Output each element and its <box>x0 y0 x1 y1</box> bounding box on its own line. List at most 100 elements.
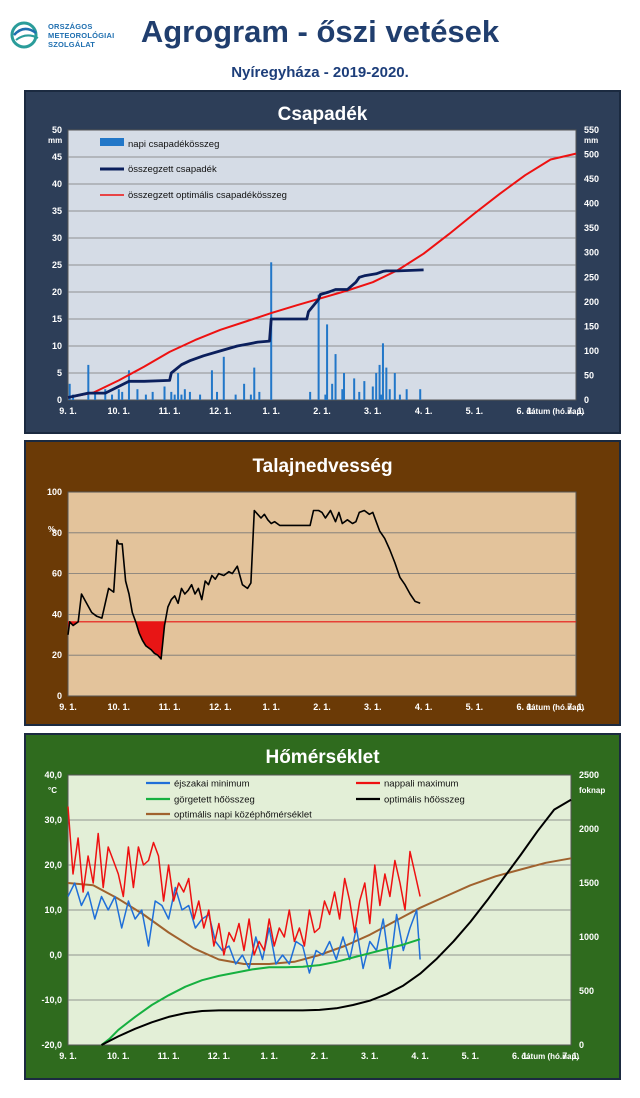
x-tick-label: 12. 1. <box>208 1051 231 1061</box>
x-tick-label: 3. 1. <box>364 406 382 416</box>
x-tick-label: 2. 1. <box>311 1051 329 1061</box>
x-tick-label: 6. 1. <box>516 406 534 416</box>
y2-tick-label: 50 <box>584 370 594 380</box>
y-axis-label: mm <box>48 136 62 145</box>
x-tick-label: 7. 1. <box>567 702 585 712</box>
precip-bar <box>378 364 381 400</box>
y-tick-label: -20,0 <box>41 1040 62 1050</box>
x-tick-label: 10. 1. <box>107 1051 130 1061</box>
y2-tick-label: 500 <box>584 150 599 160</box>
y-tick-label: 0 <box>57 691 62 701</box>
precip-bar <box>375 373 378 400</box>
y2-tick-label: 300 <box>584 248 599 258</box>
precip-bar <box>326 324 329 400</box>
x-tick-label: 10. 1. <box>108 702 131 712</box>
precip-bar <box>144 394 147 400</box>
y2-tick-label: 1500 <box>579 878 599 888</box>
precip-bar <box>381 343 384 400</box>
legend-label: éjszakai minimum <box>174 779 250 790</box>
precip-bar <box>170 391 173 400</box>
precip-bar <box>243 383 246 400</box>
precip-bar <box>117 389 120 400</box>
precip-bar <box>358 391 361 400</box>
omsz-logo: ORSZÁGOS METEOROLÓGIAI SZOLGÁLAT <box>10 20 130 60</box>
legend-label: napi csapadékösszeg <box>128 139 219 150</box>
precip-bar <box>405 389 408 400</box>
y-tick-label: 0,0 <box>49 950 62 960</box>
precip-chart: 0510152025303540455005010015020025030035… <box>48 125 599 416</box>
y-tick-label: 45 <box>52 152 62 162</box>
legend-label: összegzett optimális csapadékösszeg <box>128 190 287 201</box>
x-tick-label: 12. 1. <box>209 406 232 416</box>
precip-bar <box>317 294 320 400</box>
y-tick-label: 10,0 <box>44 905 62 915</box>
x-tick-label: 11. 1. <box>159 702 181 712</box>
precip-bar <box>371 386 374 400</box>
precip-bar <box>94 391 97 400</box>
rolling-heat-sum-line <box>100 938 421 1046</box>
y-tick-label: 30 <box>52 233 62 243</box>
x-axis-label: dátum (hó.nap) <box>526 407 584 416</box>
legend-swatch <box>100 138 124 146</box>
x-tick-label: 9. 1. <box>59 1051 77 1061</box>
precip-bar <box>68 383 71 400</box>
legend-label: optimális napi középhőmérséklet <box>174 810 312 821</box>
y-tick-label: 15 <box>52 314 62 324</box>
x-tick-label: 6. 1. <box>512 1051 530 1061</box>
y-tick-label: 35 <box>52 206 62 216</box>
precip-bar <box>136 389 139 400</box>
y-axis-label: °C <box>48 786 57 795</box>
precip-bar <box>180 394 183 400</box>
precip-bar <box>331 383 334 400</box>
y2-tick-label: 100 <box>584 346 599 356</box>
temp-chart: -20,0 -10,0 0,0 10,0 20,0 30,0 40,0 0 500 1000 150… <box>41 770 605 1061</box>
legend-label: görgetett hőösszeg <box>174 795 255 806</box>
precip-bar <box>234 394 237 400</box>
soil-chart: 0 20 40 60 80 100 9. 1. 10. 1. 11. 1. 12. 1. 1. 1.… <box>47 487 585 712</box>
x-tick-label: 5. 1. <box>466 406 484 416</box>
precip-bar <box>121 391 124 400</box>
precip-bar <box>177 373 180 400</box>
optimal-heat-sum-line <box>101 798 572 1046</box>
precip-bar <box>111 394 114 400</box>
soil-moisture-line <box>67 509 421 660</box>
precip-bar <box>222 356 225 400</box>
y2-tick-label: 0 <box>584 395 589 405</box>
y2-tick-label: 150 <box>584 321 599 331</box>
x-tick-label: 4. 1. <box>411 1051 429 1061</box>
logo-icon <box>10 21 39 49</box>
logo-line: SZOLGÁLAT <box>48 40 96 49</box>
legend-label: optimális hőösszeg <box>384 795 465 806</box>
x-tick-label: 2. 1. <box>313 702 331 712</box>
precip-bar <box>151 391 154 400</box>
x-tick-label: 7. 1. <box>562 1051 580 1061</box>
day-max-line <box>67 806 421 956</box>
precip-bar <box>398 394 401 400</box>
y2-tick-label: 500 <box>579 986 594 996</box>
y-tick-label: 20,0 <box>44 860 62 870</box>
night-min-line <box>67 882 421 974</box>
x-tick-label: 9. 1. <box>59 406 77 416</box>
y-tick-label: 20 <box>52 287 62 297</box>
y2-tick-label: 2500 <box>579 770 599 780</box>
logo-line: ORSZÁGOS <box>48 22 93 31</box>
precip-bar <box>258 391 261 400</box>
precip-bar <box>388 389 391 400</box>
precip-bar <box>183 389 186 400</box>
deficit-area <box>68 621 166 659</box>
plot-area <box>67 491 577 697</box>
x-tick-label: 6. 1. <box>516 702 534 712</box>
y-tick-label: 20 <box>52 650 62 660</box>
y-tick-label: 40 <box>52 179 62 189</box>
y2-axis-label: foknap <box>579 786 605 795</box>
y2-tick-label: 400 <box>584 199 599 209</box>
precip-panel: Csapadék 0 5 10 15 20 25 30 35 40 45 50 0 50 100 150 20… <box>24 90 621 434</box>
y-axis-label: % <box>48 525 55 534</box>
legend-label: nappali maximum <box>384 779 459 790</box>
x-axis-label: dátum (hó.nap) <box>526 703 584 712</box>
x-tick-label: 3. 1. <box>361 1051 379 1061</box>
precip-bar <box>334 354 337 400</box>
legend-label: összegzett csapadék <box>128 164 217 175</box>
y2-tick-label: 350 <box>584 223 599 233</box>
y-tick-label: 40 <box>52 609 62 619</box>
